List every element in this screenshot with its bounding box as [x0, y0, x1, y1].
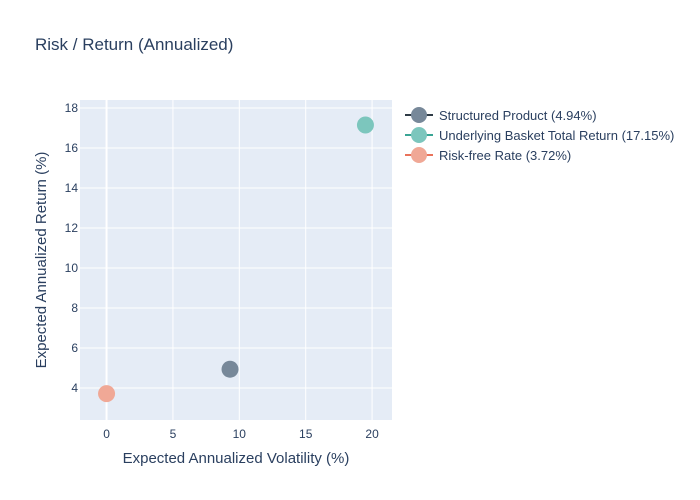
x-axis-title: Expected Annualized Volatility (%): [123, 450, 350, 467]
series-1-point: [356, 116, 374, 134]
grid-lines: [80, 100, 392, 420]
legend-label-1: Underlying Basket Total Return (17.15%): [439, 128, 674, 143]
x-tick-label: 10: [233, 427, 247, 441]
y-tick-label: 12: [65, 221, 79, 235]
x-tick-label: 5: [170, 427, 177, 441]
x-tick-label: 20: [365, 427, 379, 441]
y-tick-label: 8: [71, 301, 78, 315]
legend: Structured Product (4.94%) Underlying Bas…: [405, 107, 674, 163]
chart-title: Risk / Return (Annualized): [35, 35, 233, 54]
y-tick-label: 16: [65, 141, 79, 155]
legend-marker-0: [411, 107, 427, 123]
y-tick-label: 18: [65, 101, 79, 115]
x-axis-ticks: 0 5 10 15 20: [103, 427, 379, 441]
series-2-point: [98, 385, 116, 403]
y-axis-ticks: 4 6 8 10 12 14 16 18: [65, 101, 79, 395]
x-tick-label: 0: [103, 427, 110, 441]
data-points: [98, 116, 374, 403]
legend-label-0: Structured Product (4.94%): [439, 108, 597, 123]
series-0-point: [221, 360, 239, 378]
legend-marker-1: [411, 127, 427, 143]
x-tick-label: 15: [299, 427, 313, 441]
y-tick-label: 6: [71, 341, 78, 355]
y-tick-label: 10: [65, 261, 79, 275]
y-tick-label: 4: [71, 381, 78, 395]
y-tick-label: 14: [65, 181, 79, 195]
legend-marker-2: [411, 147, 427, 163]
y-axis-title: Expected Annualized Return (%): [33, 152, 50, 369]
legend-label-2: Risk-free Rate (3.72%): [439, 148, 571, 163]
